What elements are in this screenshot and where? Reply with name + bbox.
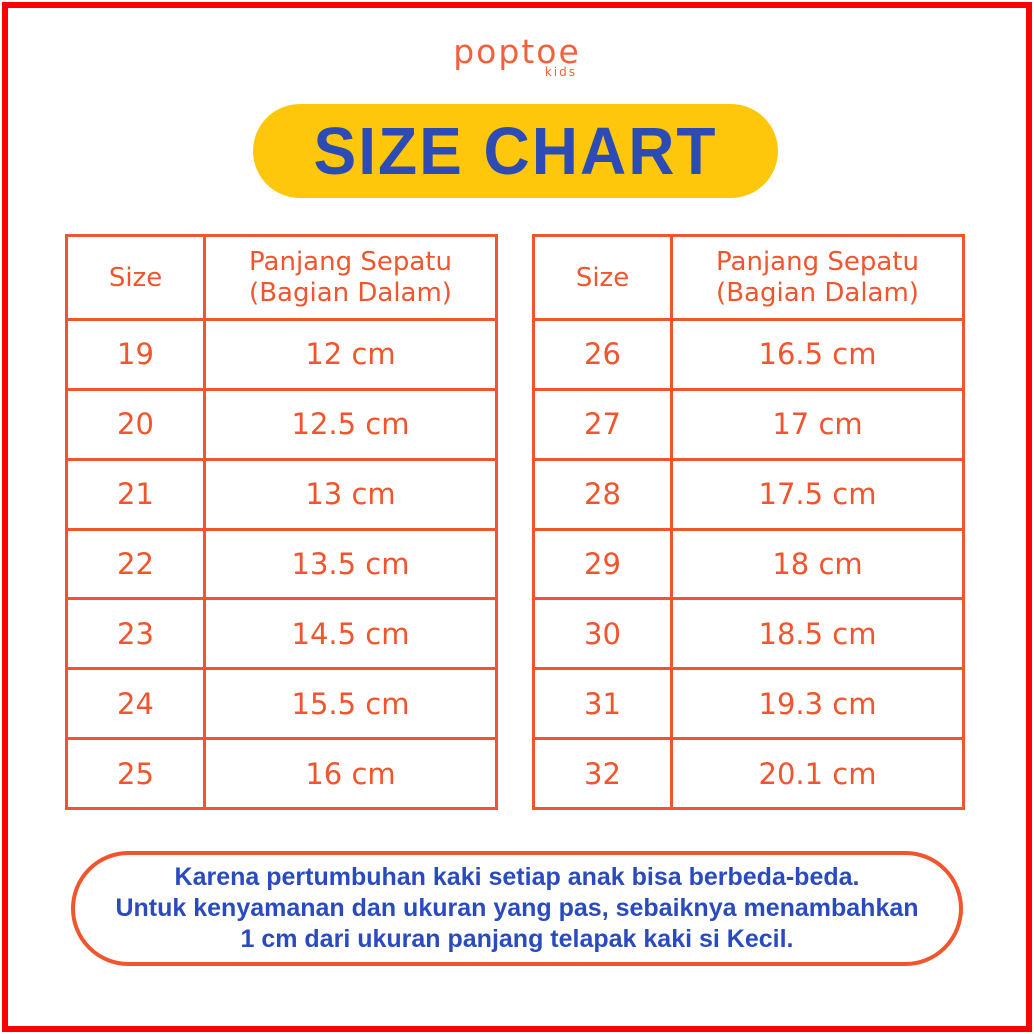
length-cell: 18.5 cm bbox=[670, 597, 965, 671]
length-cell: 20.1 cm bbox=[670, 737, 965, 810]
brand-tagline: kids bbox=[544, 65, 577, 79]
brand-name: poptoe bbox=[453, 32, 581, 71]
length-cell: 16 cm bbox=[203, 737, 498, 810]
table-row: 32 20.1 cm bbox=[532, 737, 965, 810]
table-row: 21 13 cm bbox=[65, 457, 498, 531]
size-cell: 29 bbox=[532, 527, 673, 601]
length-column-header: Panjang Sepatu (Bagian Dalam) bbox=[203, 234, 498, 321]
size-table-right: Size Panjang Sepatu (Bagian Dalam) 26 16… bbox=[532, 234, 965, 810]
table-row: 23 14.5 cm bbox=[65, 597, 498, 671]
title-banner: SIZE CHART bbox=[253, 104, 778, 198]
size-table-left: Size Panjang Sepatu (Bagian Dalam) 19 12… bbox=[65, 234, 498, 810]
table-header-row: Size Panjang Sepatu (Bagian Dalam) bbox=[532, 234, 965, 321]
table-row: 27 17 cm bbox=[532, 387, 965, 461]
length-cell: 12 cm bbox=[203, 318, 498, 391]
fitting-note: Karena pertumbuhan kaki setiap anak bisa… bbox=[71, 851, 963, 966]
length-cell: 13.5 cm bbox=[203, 527, 498, 601]
table-row: 22 13.5 cm bbox=[65, 527, 498, 601]
length-cell: 17.5 cm bbox=[670, 457, 965, 531]
length-cell: 19.3 cm bbox=[670, 667, 965, 741]
table-row: 29 18 cm bbox=[532, 527, 965, 601]
brand-logo: poptoe kids bbox=[0, 32, 1034, 79]
length-cell: 14.5 cm bbox=[203, 597, 498, 671]
size-cell: 23 bbox=[65, 597, 206, 671]
table-row: 19 12 cm bbox=[65, 318, 498, 391]
size-cell: 20 bbox=[65, 387, 206, 461]
note-line: Karena pertumbuhan kaki setiap anak bisa… bbox=[174, 863, 860, 891]
table-header-row: Size Panjang Sepatu (Bagian Dalam) bbox=[65, 234, 498, 321]
length-cell: 18 cm bbox=[670, 527, 965, 601]
size-cell: 22 bbox=[65, 527, 206, 601]
length-column-header: Panjang Sepatu (Bagian Dalam) bbox=[670, 234, 965, 321]
size-cell: 24 bbox=[65, 667, 206, 741]
size-cell: 25 bbox=[65, 737, 206, 810]
note-line: Untuk kenyamanan dan ukuran yang pas, se… bbox=[115, 894, 919, 922]
table-row: 25 16 cm bbox=[65, 737, 498, 810]
table-row: 20 12.5 cm bbox=[65, 387, 498, 461]
size-column-header: Size bbox=[532, 234, 673, 321]
size-cell: 31 bbox=[532, 667, 673, 741]
size-cell: 30 bbox=[532, 597, 673, 671]
table-row: 28 17.5 cm bbox=[532, 457, 965, 531]
size-cell: 26 bbox=[532, 318, 673, 391]
table-row: 30 18.5 cm bbox=[532, 597, 965, 671]
table-row: 24 15.5 cm bbox=[65, 667, 498, 741]
size-cell: 32 bbox=[532, 737, 673, 810]
size-cell: 27 bbox=[532, 387, 673, 461]
length-cell: 16.5 cm bbox=[670, 318, 965, 391]
length-cell: 12.5 cm bbox=[203, 387, 498, 461]
page-title: SIZE CHART bbox=[313, 113, 718, 189]
table-row: 31 19.3 cm bbox=[532, 667, 965, 741]
size-cell: 21 bbox=[65, 457, 206, 531]
size-column-header: Size bbox=[65, 234, 206, 321]
size-cell: 19 bbox=[65, 318, 206, 391]
length-cell: 15.5 cm bbox=[203, 667, 498, 741]
length-cell: 13 cm bbox=[203, 457, 498, 531]
note-line: 1 cm dari ukuran panjang telapak kaki si… bbox=[240, 925, 794, 953]
size-cell: 28 bbox=[532, 457, 673, 531]
length-cell: 17 cm bbox=[670, 387, 965, 461]
table-row: 26 16.5 cm bbox=[532, 318, 965, 391]
